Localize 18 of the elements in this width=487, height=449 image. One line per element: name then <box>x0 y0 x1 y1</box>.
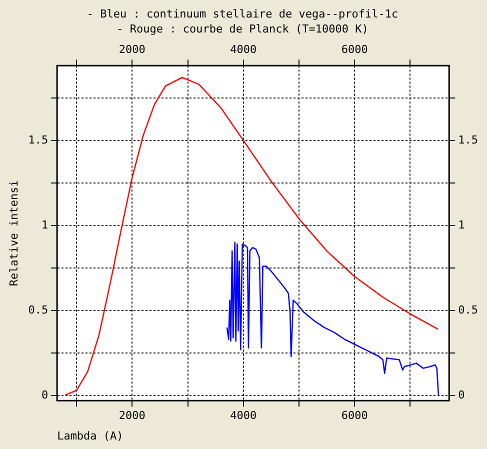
y-axis-title: Relative intensi <box>7 180 20 286</box>
x-axis-title: Lambda (A) <box>57 429 124 442</box>
y-tick-label: 0 <box>41 388 48 402</box>
x2-tick-label: 2000 <box>118 42 146 56</box>
y2-tick-label: 0 <box>458 388 465 402</box>
chart-subtitle: - Rouge : courbe de Planck (T=10000 K) <box>116 22 368 36</box>
y2-tick-label: 1.5 <box>458 133 478 146</box>
y2-tick-label: 0.5 <box>458 303 478 316</box>
x2-tick-label: 4000 <box>230 42 257 56</box>
chart-title: - Bleu : continuum stellaire de vega--profil-1c <box>86 7 398 20</box>
y-tick-label: 0.5 <box>28 303 48 316</box>
x-tick-label: 6000 <box>341 409 368 422</box>
x-tick-label: 2000 <box>118 409 146 422</box>
x-tick-label: 4000 <box>230 409 257 422</box>
y2-tick-label: 1 <box>458 218 465 232</box>
y-tick-label: 1.5 <box>28 133 48 146</box>
x2-tick-label: 6000 <box>341 42 368 56</box>
y-tick-label: 1 <box>41 218 48 232</box>
